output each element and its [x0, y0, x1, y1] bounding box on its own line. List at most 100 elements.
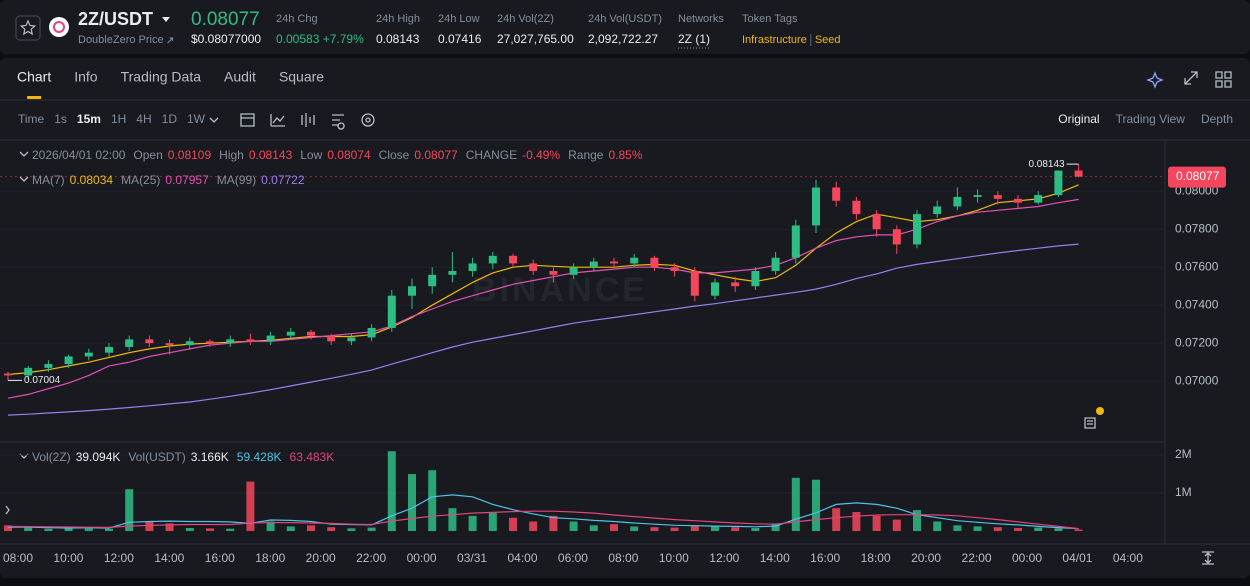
tab[interactable]: Trading Data [121, 69, 202, 85]
volume-bar [367, 527, 376, 531]
candle-body [993, 195, 1002, 199]
volume-bar [973, 526, 982, 531]
x-tick-label: 04:00 [507, 551, 537, 565]
info-label: Open [133, 148, 162, 162]
x-tick-label: 10:00 [53, 551, 83, 565]
x-tick-label: 18:00 [255, 551, 285, 565]
x-tick-label: 20:00 [306, 551, 336, 565]
candle-body [286, 331, 295, 336]
volume-bar [468, 515, 477, 531]
tab[interactable]: Info [74, 69, 98, 85]
interval[interactable]: 4H [136, 112, 151, 126]
x-tick-label: 16:00 [810, 551, 840, 565]
volume-bar [913, 510, 921, 531]
symbol[interactable]: 2Z/USDT [78, 9, 153, 29]
info-value: 0.08109 [168, 148, 212, 162]
candle-body [812, 187, 820, 226]
x-tick-label: 08:00 [608, 551, 638, 565]
fullscreen-icon[interactable] [1184, 71, 1198, 85]
info-date: 2026/04/01 02:00 [32, 148, 126, 162]
view-option[interactable]: Trading View [1116, 112, 1186, 126]
last-price: 0.08077 [191, 9, 260, 30]
interval[interactable]: 1W [187, 112, 206, 126]
token-logo-mark [53, 21, 65, 33]
volume-bar [84, 528, 93, 531]
candle-body [589, 261, 598, 268]
favorite-button[interactable] [15, 15, 41, 41]
view-option[interactable]: Depth [1201, 112, 1233, 126]
x-tick-label: 08:00 [3, 551, 33, 565]
expand-icon[interactable] [5, 505, 10, 515]
token-tag[interactable]: Infrastructure [742, 34, 807, 46]
volume-bar [1014, 527, 1022, 531]
candle-body [84, 352, 93, 357]
price-tag [1168, 166, 1226, 188]
candle-body [165, 343, 174, 346]
volume-bar [731, 527, 740, 531]
stat-value[interactable]: 2Z (1) [678, 32, 710, 46]
ma-line [7, 243, 1079, 416]
volume-ma-value: 63.483K [290, 450, 335, 464]
stat-label: Networks [678, 13, 724, 25]
stat-value: 0.08143 [376, 32, 420, 46]
token-name[interactable]: DoubleZero Price [78, 34, 164, 46]
caret-icon[interactable] [19, 117, 219, 459]
volume-bar [933, 521, 942, 531]
volume-bar [307, 525, 315, 531]
max-label: 0.08143 [1028, 159, 1065, 170]
volume-bar [529, 521, 538, 531]
candle-body [832, 187, 841, 201]
y-tick-label: 2M [1175, 447, 1192, 461]
volume-bar [690, 525, 699, 531]
interval[interactable]: Time [18, 112, 45, 126]
info-label: High [219, 148, 244, 162]
token-logo [49, 17, 69, 37]
chart-type-icon[interactable] [301, 113, 315, 127]
tab[interactable]: Chart [17, 69, 51, 85]
y-tick-label: 0.07000 [1175, 373, 1219, 387]
volume-bar [549, 515, 558, 531]
volume-ma-line [8, 494, 1079, 530]
interval[interactable]: 1H [111, 112, 126, 126]
reset-icon[interactable] [361, 113, 375, 127]
interval[interactable]: 1s [54, 112, 67, 126]
token-tag[interactable]: Seed [815, 34, 841, 46]
calendar-icon[interactable] [240, 113, 255, 127]
candle-body [145, 339, 154, 344]
volume-bar [428, 470, 437, 531]
note-icon[interactable] [1084, 417, 1096, 429]
settings-icon[interactable] [332, 114, 345, 130]
x-tick-label: 12:00 [709, 551, 739, 565]
tab[interactable]: Square [279, 69, 324, 85]
y-tick-label: 0.07600 [1175, 259, 1219, 273]
candle-body [973, 195, 982, 197]
volume-bar [1074, 529, 1083, 531]
volume-bar [610, 524, 618, 531]
interval[interactable]: 15m [77, 112, 101, 126]
volume-bar [44, 528, 53, 531]
ma-legend-value: 0.08034 [70, 173, 114, 187]
layout-icon[interactable] [1215, 71, 1232, 88]
volume-bar [266, 521, 275, 531]
indicator-icon[interactable] [270, 114, 285, 127]
candle-body [408, 286, 416, 296]
volume-ma-line [7, 510, 1079, 530]
volume-legend-value: 39.094K [76, 450, 121, 464]
tab[interactable]: Audit [224, 69, 256, 85]
interval[interactable]: 1D [162, 112, 178, 126]
x-tick-label: 04/01 [1062, 551, 1092, 565]
candle-body [1054, 170, 1063, 196]
candle-body [509, 255, 517, 264]
candle-body [953, 196, 962, 207]
candle-body [751, 271, 760, 287]
symbol-dropdown[interactable] [162, 17, 170, 22]
volume-bar [1054, 528, 1063, 531]
volume-ma-value: 59.428K [237, 450, 282, 464]
volume-bar [509, 517, 517, 531]
volume-bar [64, 527, 73, 531]
ai-icon[interactable] [1146, 71, 1164, 89]
view-option[interactable]: Original [1058, 112, 1099, 126]
scale-icon[interactable] [1202, 551, 1214, 565]
x-tick-label: 04:00 [1113, 551, 1143, 565]
